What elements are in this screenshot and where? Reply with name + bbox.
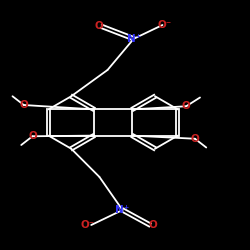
Text: O: O [191,134,200,144]
Text: O: O [28,131,37,141]
Text: O⁻: O⁻ [80,220,94,230]
Text: O: O [20,100,28,110]
Text: O⁻: O⁻ [158,20,172,30]
Text: N⁺: N⁺ [116,205,130,215]
Text: O: O [148,220,157,230]
Text: O: O [94,21,103,31]
Text: N⁺: N⁺ [127,34,141,44]
Text: O: O [182,101,191,111]
